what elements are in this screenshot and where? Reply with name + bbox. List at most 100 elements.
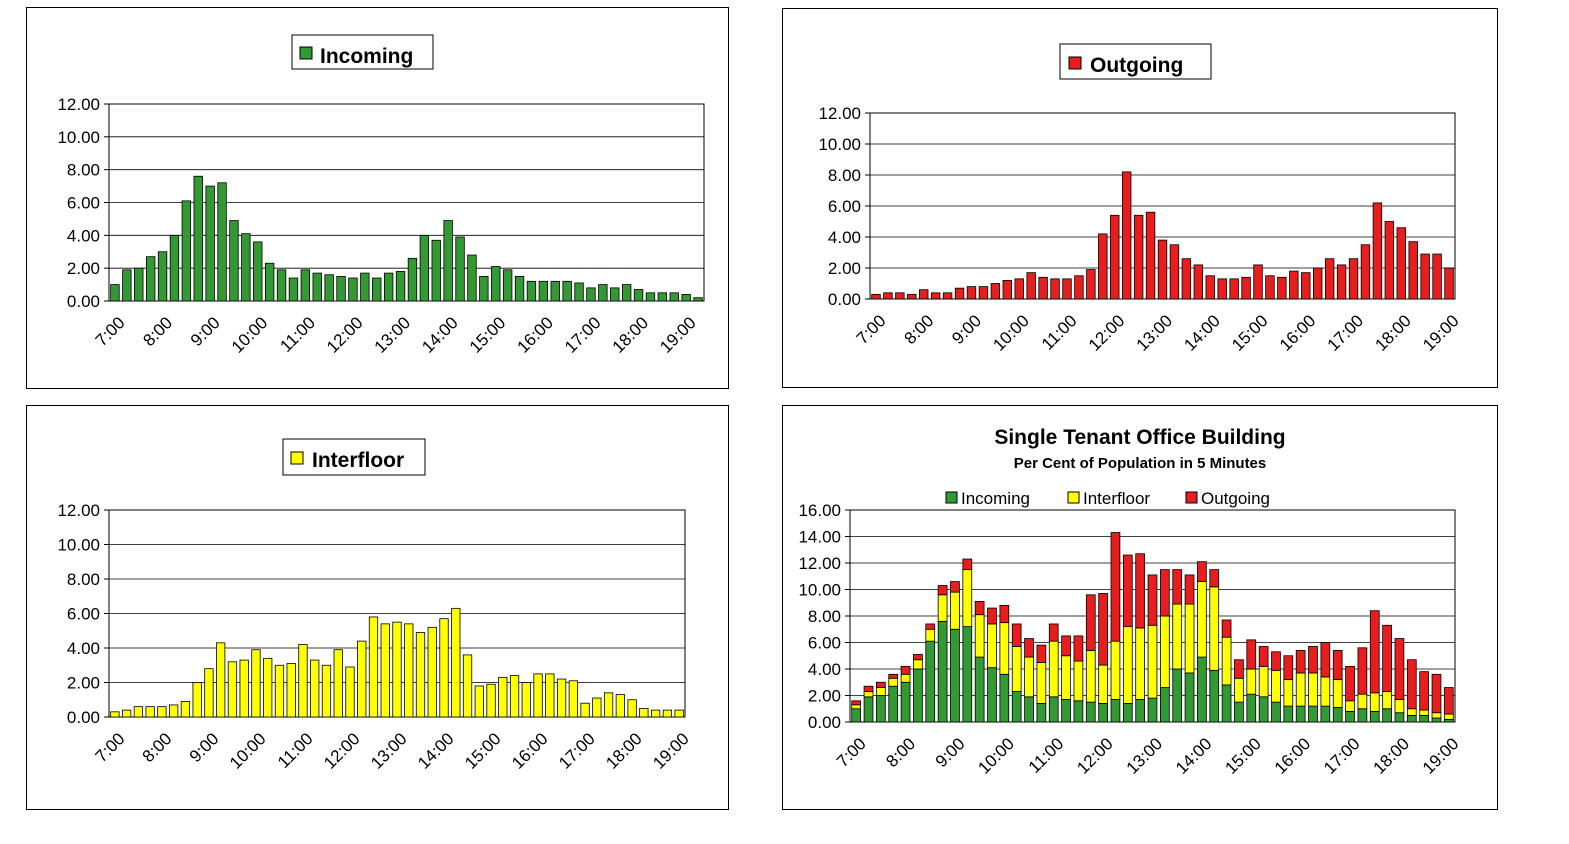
plot-area: 0.00 2.00 4.00 6.00 8.00 10.00 12.00 7:00 8:00 9:… bbox=[57, 95, 705, 357]
bar bbox=[1098, 233, 1108, 300]
bar-interfloor bbox=[1172, 603, 1183, 670]
bar-interfloor bbox=[1345, 700, 1355, 712]
bar bbox=[181, 200, 192, 302]
bar-incoming bbox=[1234, 701, 1244, 723]
legend-swatch-incoming bbox=[299, 46, 313, 60]
bar-interfloor bbox=[1332, 679, 1343, 708]
x-tick-label: 7:00 bbox=[853, 311, 890, 348]
x-tick-label: 14:00 bbox=[1180, 311, 1224, 355]
y-tick-label: 10.00 bbox=[57, 128, 100, 147]
x-tick-label: 19:00 bbox=[1419, 734, 1463, 778]
bar-interfloor bbox=[1209, 586, 1220, 671]
legend-swatch-outgoing bbox=[1068, 56, 1082, 70]
bar-outgoing bbox=[1258, 646, 1269, 667]
bar bbox=[157, 251, 168, 302]
bar bbox=[1360, 244, 1371, 300]
bar bbox=[286, 663, 296, 718]
plot-area: 0.00 2.00 4.00 6.00 8.00 10.00 12.00 14.00 16.00… bbox=[798, 501, 1462, 778]
bar-incoming bbox=[1320, 705, 1331, 723]
bar-interfloor bbox=[1246, 668, 1257, 695]
bar-outgoing bbox=[1394, 638, 1405, 700]
bar-interfloor bbox=[1221, 636, 1232, 686]
x-tick-label: 13:00 bbox=[1123, 734, 1167, 778]
interfloor-chart: Interfloor 0.00 2.00 4.00 6.00 8.00 10.00 12.0… bbox=[57, 438, 693, 773]
bar-outgoing bbox=[1110, 532, 1121, 642]
bar-outgoing bbox=[1036, 644, 1047, 663]
bar-outgoing bbox=[1295, 650, 1306, 674]
bar-incoming bbox=[1110, 699, 1121, 723]
x-tick-label: 13:00 bbox=[371, 313, 415, 357]
bar bbox=[562, 280, 572, 302]
x-tick-label: 8:00 bbox=[882, 734, 919, 771]
x-tick-label: 18:00 bbox=[602, 729, 646, 773]
legend-label-outgoing: Outgoing bbox=[1201, 489, 1270, 508]
x-tick-label: 12:00 bbox=[323, 313, 367, 357]
bar bbox=[1074, 275, 1084, 300]
bar bbox=[1265, 275, 1275, 300]
bar-incoming bbox=[1295, 705, 1306, 723]
bar-outgoing bbox=[900, 665, 911, 675]
bar bbox=[227, 661, 238, 718]
bar-interfloor bbox=[1406, 708, 1417, 716]
bar-outgoing bbox=[1073, 635, 1084, 662]
bar bbox=[321, 664, 332, 718]
bar bbox=[662, 709, 672, 718]
bar bbox=[1086, 269, 1096, 300]
bar bbox=[122, 269, 132, 302]
bar-outgoing bbox=[1431, 673, 1442, 714]
bar-incoming bbox=[1308, 705, 1318, 723]
x-tick-label: 10:00 bbox=[226, 729, 270, 773]
bar-incoming bbox=[913, 668, 923, 723]
bar-interfloor bbox=[925, 628, 936, 642]
bar bbox=[1324, 258, 1335, 300]
bar-incoming bbox=[1172, 668, 1183, 723]
bar-incoming bbox=[1271, 701, 1281, 723]
bar bbox=[942, 292, 953, 300]
bar bbox=[1289, 270, 1299, 300]
bar bbox=[193, 175, 203, 302]
y-tick-label: 2.00 bbox=[67, 259, 100, 278]
y-tick-label: 2.00 bbox=[808, 687, 841, 706]
bar-outgoing bbox=[1419, 671, 1429, 711]
bar bbox=[431, 239, 441, 302]
y-tick-label: 0.00 bbox=[67, 708, 100, 727]
bar bbox=[514, 275, 525, 302]
y-tick-label: 2.00 bbox=[828, 259, 861, 278]
x-tick-label: 12:00 bbox=[320, 729, 364, 773]
outgoing-chart: Outgoing 0.00 2.00 4.00 6.00 8.00 10.00 12.00 7… bbox=[818, 43, 1463, 355]
incoming-chart: Incoming 0.00 2.00 4.00 6.00 8.00 10.00 12.00 7… bbox=[57, 34, 705, 357]
bar-interfloor bbox=[1369, 692, 1380, 712]
bar-outgoing bbox=[1098, 593, 1108, 666]
stacked-chart-title: Single Tenant Office Building bbox=[994, 426, 1285, 449]
bar-incoming bbox=[1085, 701, 1096, 723]
bar bbox=[598, 284, 608, 302]
x-tick-label: 9:00 bbox=[932, 734, 969, 771]
bar bbox=[479, 275, 489, 302]
legend-label-interfloor: Interfloor bbox=[1083, 489, 1150, 508]
bar-interfloor bbox=[1036, 661, 1047, 704]
y-tick-label: 0.00 bbox=[808, 713, 841, 732]
bar bbox=[288, 277, 299, 302]
bar bbox=[1408, 241, 1418, 300]
bar bbox=[251, 649, 261, 718]
bar bbox=[1420, 253, 1430, 300]
bar bbox=[509, 675, 520, 718]
legend-swatch-interfloor bbox=[1067, 491, 1080, 504]
bar-incoming bbox=[1135, 699, 1145, 723]
bar bbox=[556, 678, 567, 718]
bar-interfloor bbox=[1357, 693, 1368, 710]
bar-outgoing bbox=[1345, 665, 1355, 702]
bar bbox=[1026, 272, 1036, 300]
bar-interfloor bbox=[1419, 709, 1429, 716]
bar bbox=[264, 262, 275, 302]
x-tick-label: 11:00 bbox=[1038, 311, 1081, 354]
x-tick-label: 15:00 bbox=[466, 313, 510, 357]
bar bbox=[1014, 278, 1024, 300]
bar bbox=[298, 644, 308, 718]
bar bbox=[966, 286, 977, 300]
bar-outgoing bbox=[1209, 569, 1220, 588]
bar-interfloor bbox=[1024, 656, 1034, 698]
bar-incoming bbox=[1357, 708, 1368, 723]
bar-incoming bbox=[1431, 717, 1442, 723]
bar-incoming bbox=[1048, 696, 1059, 723]
